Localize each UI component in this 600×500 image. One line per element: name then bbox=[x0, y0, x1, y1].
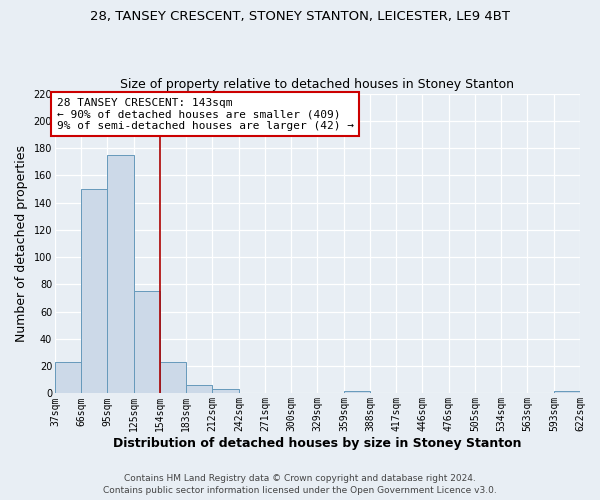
Bar bbox=[554, 390, 580, 394]
Text: 28, TANSEY CRESCENT, STONEY STANTON, LEICESTER, LE9 4BT: 28, TANSEY CRESCENT, STONEY STANTON, LEI… bbox=[90, 10, 510, 23]
Bar bbox=[134, 291, 160, 394]
Bar bbox=[107, 155, 134, 394]
Bar bbox=[344, 390, 370, 394]
Title: Size of property relative to detached houses in Stoney Stanton: Size of property relative to detached ho… bbox=[121, 78, 514, 91]
Text: Contains HM Land Registry data © Crown copyright and database right 2024.
Contai: Contains HM Land Registry data © Crown c… bbox=[103, 474, 497, 495]
Bar bbox=[81, 189, 107, 394]
Bar bbox=[160, 362, 186, 394]
Text: 28 TANSEY CRESCENT: 143sqm
← 90% of detached houses are smaller (409)
9% of semi: 28 TANSEY CRESCENT: 143sqm ← 90% of deta… bbox=[57, 98, 354, 131]
Y-axis label: Number of detached properties: Number of detached properties bbox=[15, 145, 28, 342]
Bar bbox=[212, 390, 239, 394]
X-axis label: Distribution of detached houses by size in Stoney Stanton: Distribution of detached houses by size … bbox=[113, 437, 522, 450]
Bar bbox=[55, 362, 81, 394]
Bar bbox=[186, 385, 212, 394]
